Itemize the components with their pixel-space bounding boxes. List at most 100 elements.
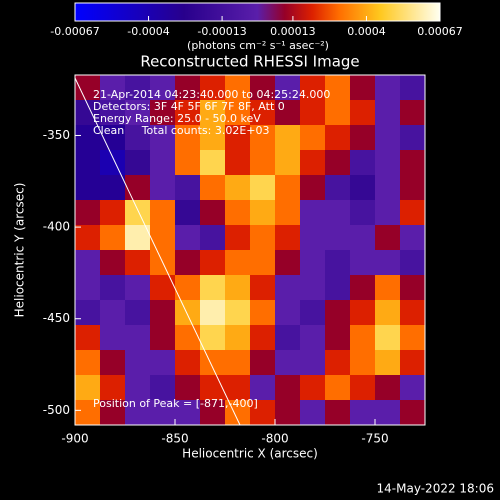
heatmap-cell xyxy=(250,125,276,151)
heatmap-cell xyxy=(325,375,351,401)
heatmap-cell xyxy=(400,200,426,226)
heatmap-cell xyxy=(100,200,126,226)
x-tick-label: -850 xyxy=(161,432,188,446)
heatmap-cell xyxy=(125,200,151,226)
heatmap-cell xyxy=(175,175,201,201)
heatmap-cell xyxy=(275,325,301,351)
heatmap-cell xyxy=(350,350,376,376)
x-axis-label: Heliocentric X (arcsec) xyxy=(182,447,318,461)
heatmap-cell xyxy=(150,375,176,401)
heatmap-cell xyxy=(375,100,401,126)
heatmap-cell xyxy=(375,125,401,151)
heatmap-cell xyxy=(150,200,176,226)
heatmap-cell xyxy=(350,75,376,101)
plot-frame xyxy=(74,74,426,426)
heatmap-cell xyxy=(225,250,251,276)
heatmap-cell xyxy=(200,75,226,101)
heatmap-cell xyxy=(125,250,151,276)
heatmap-cell xyxy=(325,325,351,351)
heatmap-cell xyxy=(375,325,401,351)
heatmap-cell xyxy=(150,350,176,376)
heatmap-cell xyxy=(150,125,176,151)
heatmap-cell xyxy=(350,125,376,151)
colorbar-tick-label: -0.00013 xyxy=(197,25,246,38)
heatmap-cell xyxy=(325,75,351,101)
heatmap-cell xyxy=(275,175,301,201)
annotation: Clean Total counts: 3.02E+03 xyxy=(93,124,270,137)
heatmap-cell xyxy=(175,150,201,176)
x-tick-label: -800 xyxy=(261,432,288,446)
heatmap-cell xyxy=(175,250,201,276)
heatmap-cell xyxy=(400,125,426,151)
heatmap-cell xyxy=(325,225,351,251)
heatmap-cell xyxy=(125,75,151,101)
colorbar-tick-label: 0.00067 xyxy=(417,25,463,38)
heatmap-cell xyxy=(75,200,101,226)
heatmap-cell xyxy=(225,225,251,251)
y-tick-label: -500 xyxy=(43,403,70,417)
heatmap-cell xyxy=(200,200,226,226)
heatmap-cell xyxy=(175,400,201,426)
solar-limb xyxy=(74,77,241,426)
heatmap-cell xyxy=(275,300,301,326)
heatmap-cell xyxy=(100,75,126,101)
heatmap-cell xyxy=(300,275,326,301)
heatmap-cell xyxy=(75,175,101,201)
heatmap-cell xyxy=(350,300,376,326)
heatmap-cell xyxy=(400,275,426,301)
heatmap-cell xyxy=(375,225,401,251)
heatmap-cell xyxy=(75,400,101,426)
heatmap-cell xyxy=(325,300,351,326)
y-tick-label: -400 xyxy=(43,220,70,234)
heatmap-cell xyxy=(275,400,301,426)
heatmap-cell xyxy=(350,400,376,426)
heatmap-cell xyxy=(375,250,401,276)
heatmap-cell xyxy=(125,275,151,301)
heatmap-cell xyxy=(300,125,326,151)
heatmap-cell xyxy=(75,275,101,301)
heatmap-cell xyxy=(125,225,151,251)
heatmap-cell xyxy=(175,125,201,151)
heatmap-cell xyxy=(150,75,176,101)
heatmap-cell xyxy=(400,75,426,101)
heatmap-cell xyxy=(100,225,126,251)
heatmap-cell xyxy=(225,350,251,376)
heatmap-cell xyxy=(100,375,126,401)
y-tick-label: -350 xyxy=(43,128,70,142)
heatmap-cell xyxy=(125,125,151,151)
annotation: Detectors: 3F 4F 5F 6F 7F 8F, Att 0 xyxy=(93,100,285,113)
heatmap-cell xyxy=(75,350,101,376)
heatmap-cell xyxy=(200,275,226,301)
heatmap-cell xyxy=(375,175,401,201)
heatmap-cell xyxy=(225,125,251,151)
colorbar-tick-label: -0.00067 xyxy=(50,25,99,38)
heatmap-cell xyxy=(200,300,226,326)
heatmap-cell xyxy=(375,375,401,401)
heatmap-cell xyxy=(300,375,326,401)
colorbar-tick-label: 0.0004 xyxy=(347,25,386,38)
heatmap-cell xyxy=(375,150,401,176)
heatmap-cell xyxy=(400,100,426,126)
heatmap-cell xyxy=(275,200,301,226)
x-tick-label: -900 xyxy=(61,432,88,446)
heatmap-cell xyxy=(250,150,276,176)
heatmap-cell xyxy=(125,325,151,351)
heatmap-cell xyxy=(150,400,176,426)
annotation: Energy Range: 25.0 - 50.0 keV xyxy=(93,112,261,125)
heatmap-cell xyxy=(225,275,251,301)
heatmap-cell xyxy=(175,375,201,401)
heatmap-cell xyxy=(150,325,176,351)
heatmap-cell xyxy=(275,275,301,301)
heatmap-cell xyxy=(100,100,126,126)
heatmap-cell xyxy=(125,350,151,376)
colorbar xyxy=(74,2,441,22)
heatmap-cell xyxy=(175,100,201,126)
heatmap-cell xyxy=(125,100,151,126)
heatmap-cell xyxy=(375,300,401,326)
heatmap-cell xyxy=(175,225,201,251)
heatmap-cell xyxy=(325,400,351,426)
heatmap-cell xyxy=(275,350,301,376)
timestamp: 14-May-2022 18:06 xyxy=(377,482,494,496)
heatmap-cell xyxy=(100,250,126,276)
heatmap-cell xyxy=(75,375,101,401)
